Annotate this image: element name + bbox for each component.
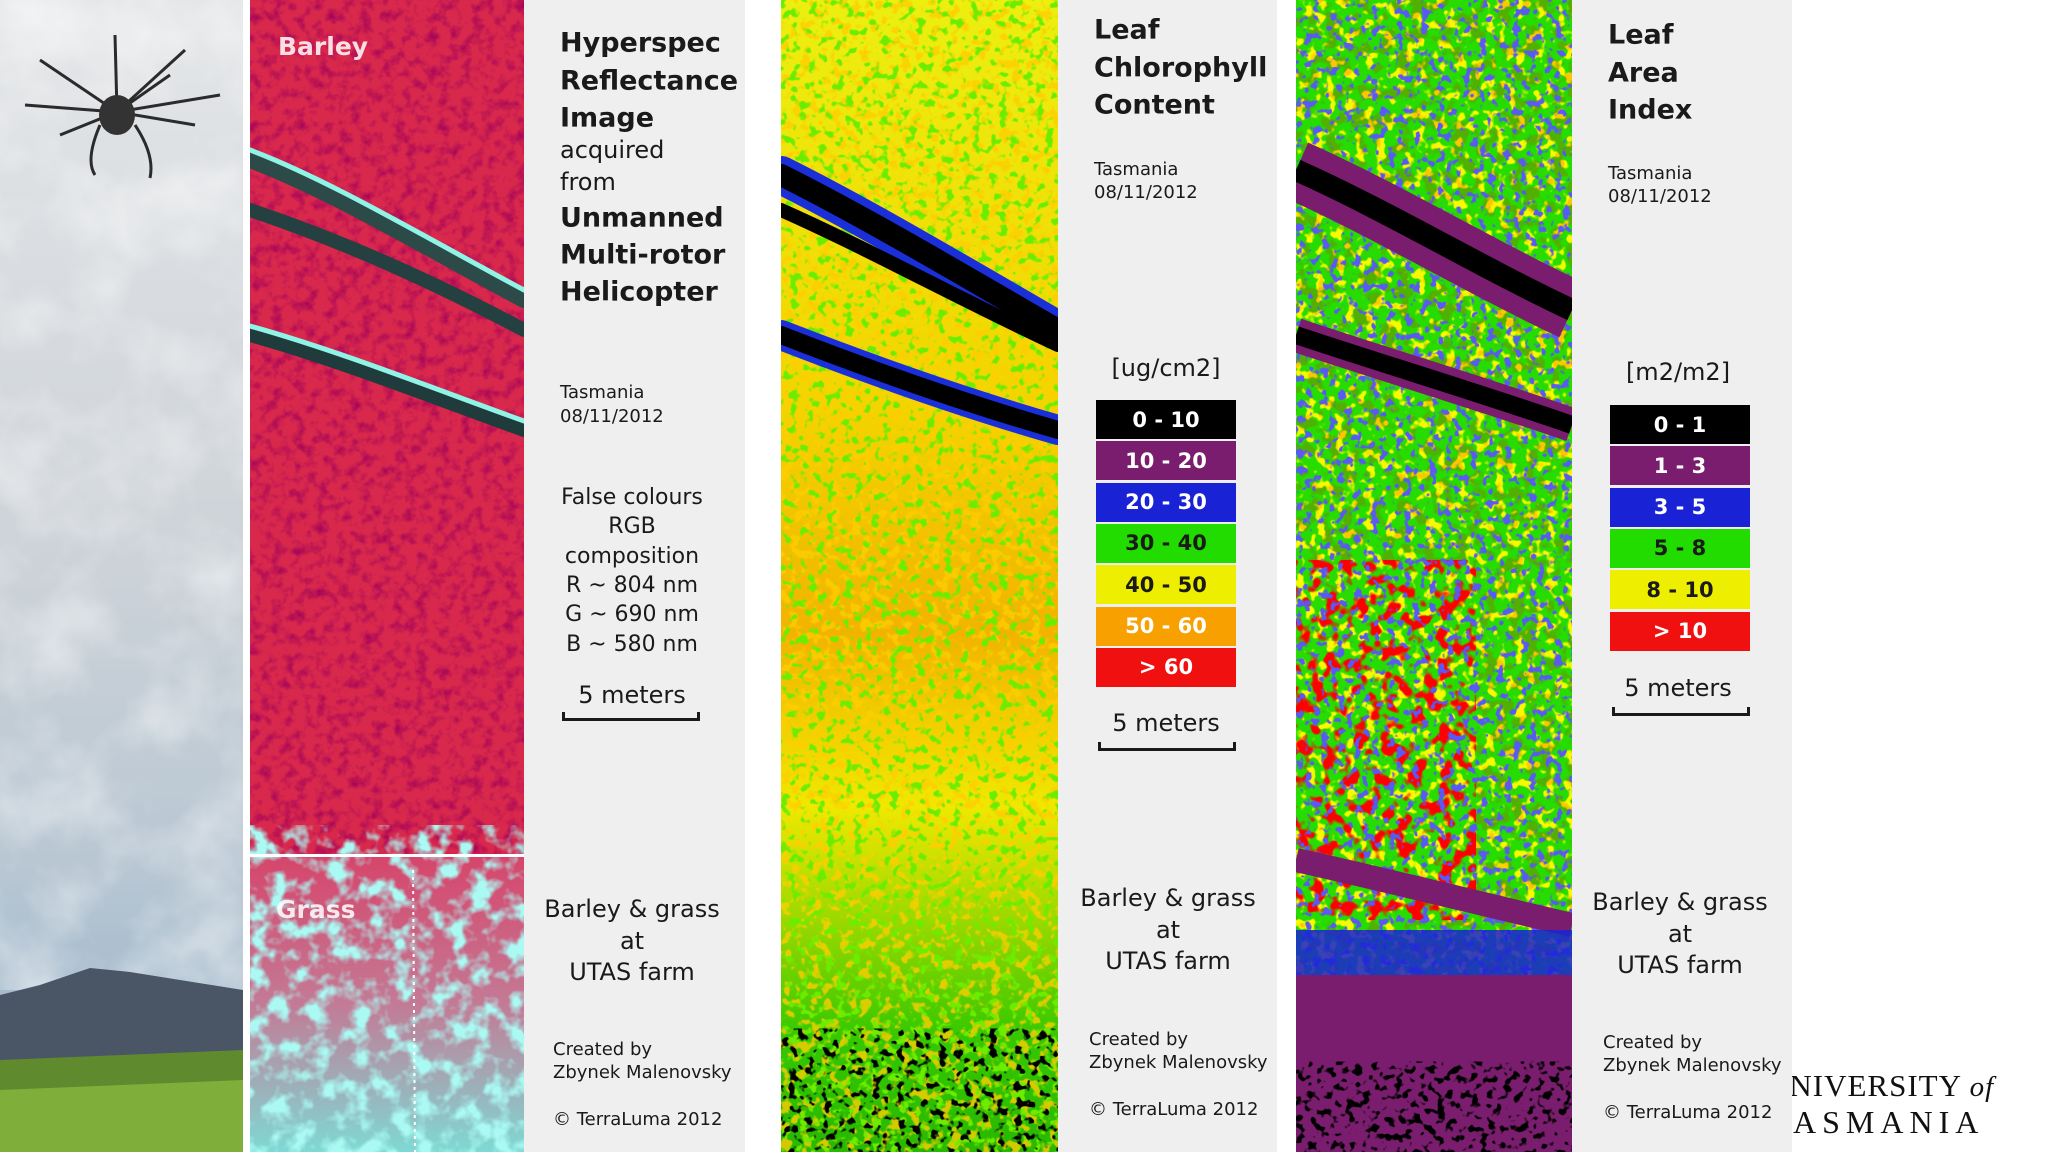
site-line: Barley & grass xyxy=(544,895,720,923)
site-line: at xyxy=(619,926,645,955)
title-line: Chlorophyll xyxy=(1094,52,1268,83)
copyright: © TerraLuma 2012 xyxy=(1603,1102,1773,1123)
unit: [m2/m2] xyxy=(1625,358,1731,386)
title-line: Area xyxy=(1608,57,1679,88)
date: 08/11/2012 xyxy=(1094,182,1198,203)
legend-label: 0 - 10 xyxy=(1132,407,1200,432)
legend-swatch: 10 - 20 xyxy=(1096,441,1236,481)
logo-text: UNIVERSITY xyxy=(1766,1068,1961,1103)
drone-photo xyxy=(0,0,243,1152)
scale-bar xyxy=(1098,742,1236,751)
legend-swatch: 40 - 50 xyxy=(1096,565,1236,605)
logo-line: TASMANIA xyxy=(1770,1104,1984,1141)
credit-line: Created by xyxy=(1089,1029,1189,1050)
scale-bar xyxy=(1612,707,1750,716)
legend-label: 20 - 30 xyxy=(1125,490,1207,515)
location: Tasmania xyxy=(560,382,645,403)
site-line: at xyxy=(1667,919,1693,948)
legend-swatch: > 10 xyxy=(1610,611,1750,651)
credit-line: Zbynek Malenovsky xyxy=(1603,1055,1782,1076)
scale-bar xyxy=(562,712,700,721)
legend-swatch: 30 - 40 xyxy=(1096,523,1236,563)
copyright: © TerraLuma 2012 xyxy=(553,1109,723,1130)
title-line: Leaf xyxy=(1094,14,1160,46)
legend-label: 50 - 60 xyxy=(1125,614,1207,638)
scale-label: 5 meters xyxy=(1624,674,1732,702)
site-line: UTAS farm xyxy=(1617,951,1743,979)
title-line: Content xyxy=(1094,89,1215,121)
scale-label: 5 meters xyxy=(1112,709,1220,737)
legend-swatch: 20 - 30 xyxy=(1096,482,1236,522)
description-line: R ~ 804 nm xyxy=(565,572,699,598)
legend-label: 3 - 5 xyxy=(1653,495,1707,520)
info-column xyxy=(524,0,745,1152)
description-line: B ~ 580 nm xyxy=(566,631,698,657)
description-line: RGB xyxy=(608,514,656,540)
copyright: © TerraLuma 2012 xyxy=(1089,1099,1259,1120)
title-line: Hyperspec xyxy=(560,27,721,59)
legend-label: 30 - 40 xyxy=(1125,531,1207,556)
legend-swatch: 0 - 1 xyxy=(1610,405,1750,444)
site-line: at xyxy=(1155,915,1181,944)
credit-line: Created by xyxy=(553,1039,653,1060)
legend-label: 10 - 20 xyxy=(1125,448,1207,473)
title-line: Unmanned xyxy=(560,202,724,234)
subtitle-line: acquired xyxy=(560,136,665,164)
legend-label: 8 - 10 xyxy=(1646,577,1714,602)
date: 08/11/2012 xyxy=(1608,186,1712,207)
title-line: Helicopter xyxy=(560,276,718,308)
date: 08/11/2012 xyxy=(560,406,664,427)
logo-text: TASMANIA xyxy=(1770,1104,1985,1140)
description-line: False colours xyxy=(561,485,703,510)
title-line: Index xyxy=(1608,94,1693,126)
reflectance-image xyxy=(250,0,524,1152)
legend-swatch: 1 - 3 xyxy=(1610,446,1750,486)
legend-swatch: > 60 xyxy=(1096,647,1236,687)
location: Tasmania xyxy=(1094,159,1179,180)
unit: [ug/cm2] xyxy=(1111,354,1221,382)
map-label: Barley xyxy=(278,32,369,61)
site-line: UTAS farm xyxy=(569,958,695,986)
legend-label: > 10 xyxy=(1652,619,1708,643)
title-line: Leaf xyxy=(1608,19,1674,51)
legend-label: > 60 xyxy=(1138,655,1194,680)
credit-line: Created by xyxy=(1603,1032,1703,1053)
site-line: Barley & grass xyxy=(1592,888,1768,916)
title-line: Image xyxy=(560,102,655,134)
credit-line: Zbynek Malenovsky xyxy=(553,1062,732,1083)
description-line: composition xyxy=(564,543,700,569)
credit-line: Zbynek Malenovsky xyxy=(1089,1052,1268,1073)
legend-label: 1 - 3 xyxy=(1653,453,1707,478)
logo-text: of xyxy=(1969,1071,1995,1103)
title-line: Reflectance xyxy=(560,65,739,96)
title-line: Multi-rotor xyxy=(560,239,726,271)
location: Tasmania xyxy=(1608,163,1693,184)
legend-label: 0 - 1 xyxy=(1653,412,1707,437)
legend-swatch: 3 - 5 xyxy=(1610,487,1750,527)
chlorophyll-map xyxy=(781,0,1058,1152)
legend-label: 5 - 8 xyxy=(1653,536,1707,561)
description-line: G ~ 690 nm xyxy=(565,602,699,628)
subtitle-line: from xyxy=(560,168,616,196)
legend-swatch: 5 - 8 xyxy=(1610,528,1750,568)
lai-map xyxy=(1296,0,1572,1152)
logo-line: UNIVERSITY of xyxy=(1766,1068,1994,1104)
map-label: Grass xyxy=(276,895,356,924)
legend-swatch: 8 - 10 xyxy=(1610,570,1750,610)
site-line: Barley & grass xyxy=(1080,884,1256,912)
site-line: UTAS farm xyxy=(1105,947,1231,975)
scale-label: 5 meters xyxy=(578,681,686,709)
legend-swatch: 50 - 60 xyxy=(1096,606,1236,646)
legend-label: 40 - 50 xyxy=(1125,572,1207,597)
legend-swatch: 0 - 10 xyxy=(1096,400,1236,439)
